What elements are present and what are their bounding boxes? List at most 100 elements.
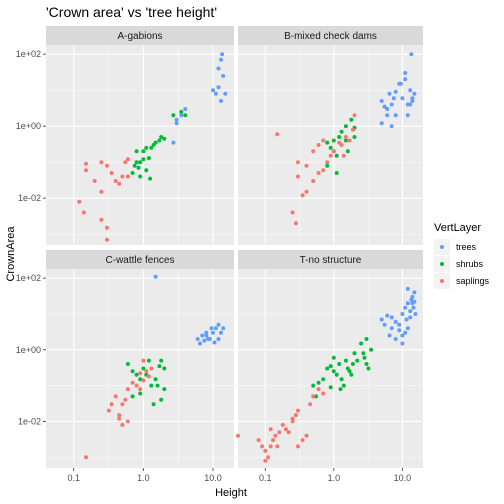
data-point-shrubs — [151, 402, 156, 407]
x-tick-label: 0.1 — [67, 473, 80, 483]
data-point-trees — [405, 113, 410, 118]
data-point-shrubs — [364, 362, 369, 366]
data-point-shrubs — [337, 135, 342, 139]
data-point-saplings — [84, 455, 88, 460]
data-point-shrubs — [171, 113, 176, 118]
data-point-saplings — [328, 153, 333, 158]
data-point-saplings — [283, 427, 288, 432]
data-point-saplings — [308, 402, 313, 407]
data-point-saplings — [105, 237, 109, 242]
data-point-saplings — [125, 387, 130, 392]
data-point-shrubs — [151, 143, 156, 147]
data-point-trees — [405, 301, 410, 306]
data-point-shrubs — [345, 149, 350, 154]
data-point-shrubs — [146, 156, 151, 161]
data-point-saplings — [105, 225, 109, 230]
data-point-trees — [202, 338, 207, 343]
data-point-trees — [211, 330, 215, 335]
legend-title: VertLayer — [434, 222, 481, 234]
data-point-trees — [389, 326, 394, 331]
data-point-saplings — [125, 157, 130, 162]
facet-panels: A-gabions 1e-02 1e+00 1e+02 B-mixed check da… — [16, 26, 423, 483]
data-point-saplings — [275, 444, 280, 449]
data-point-saplings — [280, 422, 285, 427]
data-point-trees — [385, 313, 390, 318]
data-point-shrubs — [328, 385, 333, 390]
data-point-shrubs — [338, 387, 343, 392]
data-point-shrubs — [138, 391, 143, 396]
data-point-trees — [391, 96, 396, 101]
data-point-shrubs — [134, 160, 139, 165]
data-point-saplings — [290, 419, 295, 424]
data-point-shrubs — [362, 355, 367, 360]
data-point-shrubs — [125, 362, 130, 366]
data-point-shrubs — [325, 140, 330, 145]
data-point-shrubs — [355, 358, 360, 363]
data-point-saplings — [321, 391, 326, 396]
facet-strip-label: C-wattle fences — [106, 255, 175, 266]
facet-strip-label: T-no structure — [300, 255, 362, 266]
data-point-saplings — [109, 402, 114, 407]
data-point-saplings — [311, 394, 316, 399]
panel-background — [46, 269, 234, 468]
data-point-saplings — [343, 135, 348, 139]
data-point-trees — [393, 113, 398, 118]
data-point-shrubs — [130, 171, 135, 175]
data-point-saplings — [266, 455, 271, 460]
data-point-saplings — [296, 160, 300, 165]
legend-label: trees — [456, 242, 477, 252]
data-point-saplings — [84, 168, 88, 173]
data-point-trees — [179, 113, 184, 118]
data-point-trees — [413, 312, 418, 316]
data-point-trees — [200, 333, 205, 338]
data-point-trees — [213, 326, 218, 331]
panel-background — [238, 269, 423, 468]
data-point-saplings — [296, 408, 300, 413]
data-point-shrubs — [339, 377, 344, 382]
data-point-trees — [398, 81, 403, 86]
data-point-saplings — [123, 160, 128, 165]
data-point-saplings — [277, 430, 282, 435]
data-point-trees — [220, 52, 225, 57]
data-point-saplings — [105, 163, 109, 168]
data-point-shrubs — [359, 341, 364, 346]
legend-swatch — [440, 262, 444, 266]
data-point-trees — [409, 297, 414, 302]
data-point-saplings — [120, 174, 125, 179]
data-point-trees — [219, 330, 223, 335]
data-point-saplings — [304, 189, 309, 194]
data-point-saplings — [138, 371, 143, 376]
data-point-trees — [195, 337, 200, 341]
data-point-trees — [216, 85, 221, 90]
data-point-trees — [204, 330, 209, 335]
data-point-shrubs — [138, 174, 143, 179]
data-point-trees — [382, 104, 387, 109]
data-point-trees — [219, 99, 223, 103]
data-point-saplings — [141, 358, 146, 363]
data-point-saplings — [300, 193, 305, 198]
data-point-saplings — [120, 422, 125, 427]
data-point-shrubs — [179, 109, 184, 114]
data-point-trees — [409, 52, 414, 57]
data-point-shrubs — [314, 394, 318, 399]
data-point-trees — [411, 305, 416, 310]
data-point-shrubs — [337, 362, 342, 366]
data-point-saplings — [350, 127, 355, 132]
data-point-saplings — [120, 402, 125, 407]
data-point-shrubs — [361, 351, 366, 356]
data-point-trees — [219, 57, 223, 62]
data-point-shrubs — [149, 383, 154, 388]
data-point-saplings — [325, 160, 330, 165]
x-tick-label: 1.0 — [137, 473, 150, 483]
data-point-shrubs — [148, 176, 153, 181]
data-point-shrubs — [325, 163, 330, 168]
data-point-shrubs — [159, 397, 164, 402]
data-point-trees — [403, 71, 408, 75]
data-point-saplings — [141, 378, 146, 383]
data-point-saplings — [296, 174, 300, 179]
data-point-trees — [379, 99, 384, 103]
data-point-saplings — [321, 168, 326, 173]
data-point-saplings — [92, 179, 97, 183]
data-point-shrubs — [159, 135, 164, 139]
